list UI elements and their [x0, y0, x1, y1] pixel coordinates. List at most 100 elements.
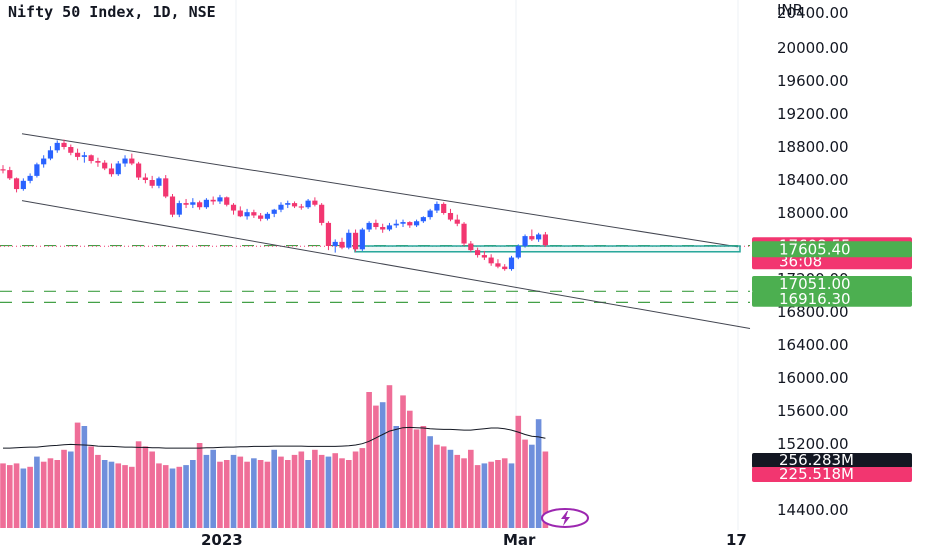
- volume-bar: [454, 454, 461, 528]
- candle-body: [142, 177, 148, 180]
- price-badge-label: 16916.30: [779, 290, 851, 308]
- candle-body: [47, 150, 54, 159]
- candle-body: [407, 222, 413, 226]
- candle-body: [319, 204, 325, 223]
- candle-body: [244, 212, 250, 217]
- y-tick-label: 16800.00: [777, 303, 849, 321]
- lightning-icon[interactable]: [541, 508, 589, 528]
- volume-bar: [339, 458, 345, 528]
- volume-bar: [508, 463, 515, 528]
- candle-body: [41, 158, 47, 165]
- volume-bar: [217, 461, 223, 528]
- volume-bar: [461, 458, 467, 528]
- volume-bar: [88, 446, 94, 528]
- volume-bar: [40, 461, 47, 528]
- volume-bar: [447, 449, 454, 528]
- volume-bar: [366, 392, 372, 528]
- volume-bar: [345, 460, 352, 528]
- currency-label: INR: [777, 1, 803, 19]
- volume-bar: [47, 458, 54, 528]
- y-tick-label: 15600.00: [777, 402, 849, 420]
- volume-bar: [359, 448, 366, 528]
- volume-bar: [515, 415, 522, 528]
- support-zone[interactable]: [354, 245, 741, 253]
- candle-body: [13, 178, 20, 190]
- volume-bar: [6, 465, 13, 528]
- candle-body: [163, 178, 169, 197]
- candle-body: [312, 200, 318, 205]
- volume-bar: [74, 422, 81, 528]
- volume-badge: [752, 467, 912, 482]
- candle-body: [461, 223, 467, 244]
- volume-bar: [68, 451, 74, 528]
- candle-body: [203, 199, 209, 208]
- candle-body: [468, 243, 474, 251]
- candle-body: [122, 158, 128, 164]
- candle-body: [264, 213, 271, 219]
- candle-body: [237, 210, 243, 217]
- candle-body: [129, 158, 135, 164]
- price-badge-label: 17051.00: [779, 275, 851, 293]
- volume-bar: [468, 449, 474, 528]
- volume-bar: [81, 426, 88, 528]
- volume-bar: [264, 461, 271, 528]
- candle-body: [380, 227, 386, 230]
- candle-body: [61, 142, 67, 147]
- candle-body: [7, 170, 13, 179]
- candle-body: [81, 155, 87, 157]
- candle-body: [68, 147, 74, 153]
- volume-bar: [535, 419, 542, 528]
- upper-trendline[interactable]: [21, 133, 739, 248]
- candle-body: [373, 222, 379, 228]
- y-tick-label: 15200.00: [777, 435, 849, 453]
- candle-body: [217, 197, 223, 202]
- candle-body: [515, 246, 521, 258]
- candle-body: [108, 168, 115, 175]
- candle-body: [332, 241, 338, 246]
- candle-body: [502, 266, 508, 270]
- volume-bar: [393, 426, 400, 528]
- volume-bar: [149, 451, 155, 528]
- volume-bar: [542, 451, 549, 528]
- candle-body: [427, 210, 433, 218]
- candle-body: [447, 213, 454, 220]
- y-tick-label: 18800.00: [777, 138, 849, 156]
- candle-body: [454, 219, 460, 224]
- lower-trendline[interactable]: [21, 200, 751, 329]
- candle-body: [102, 162, 108, 169]
- volume-bar: [522, 439, 528, 528]
- volume-bar: [352, 451, 359, 528]
- volume-badge-label: 225.518M: [779, 465, 854, 483]
- volume-bar: [20, 468, 27, 528]
- candle-body: [149, 180, 155, 186]
- volume-bar: [501, 458, 508, 528]
- volume-bar: [413, 429, 420, 528]
- volume-bar: [284, 460, 291, 528]
- volume-bar: [474, 465, 481, 528]
- candle-body: [522, 236, 528, 246]
- candle-body: [27, 175, 33, 181]
- candle-body: [441, 203, 447, 213]
- volume-bar: [129, 466, 135, 528]
- candle-body: [420, 217, 426, 222]
- volume-bar: [61, 449, 67, 528]
- y-tick-label: 19200.00: [777, 105, 849, 123]
- candle-body: [542, 234, 548, 246]
- candle-body: [54, 142, 60, 151]
- candle-body: [210, 199, 216, 202]
- volume-bar: [0, 463, 6, 528]
- candle-body: [285, 203, 291, 205]
- y-tick-label: 14400.00: [777, 501, 849, 519]
- volume-bar: [244, 461, 250, 528]
- candle-body: [346, 232, 352, 248]
- volume-bar: [176, 466, 183, 528]
- y-tick-label: 20400.00: [777, 4, 849, 22]
- volume-badge-label: 256.283M: [779, 451, 854, 469]
- candle-body: [386, 225, 393, 230]
- candle-body: [325, 222, 332, 246]
- chart-title: Nifty 50 Index, 1D, NSE: [8, 3, 216, 21]
- volume-bar: [142, 446, 149, 528]
- volume-bar: [488, 461, 494, 528]
- volume-bar: [122, 465, 128, 528]
